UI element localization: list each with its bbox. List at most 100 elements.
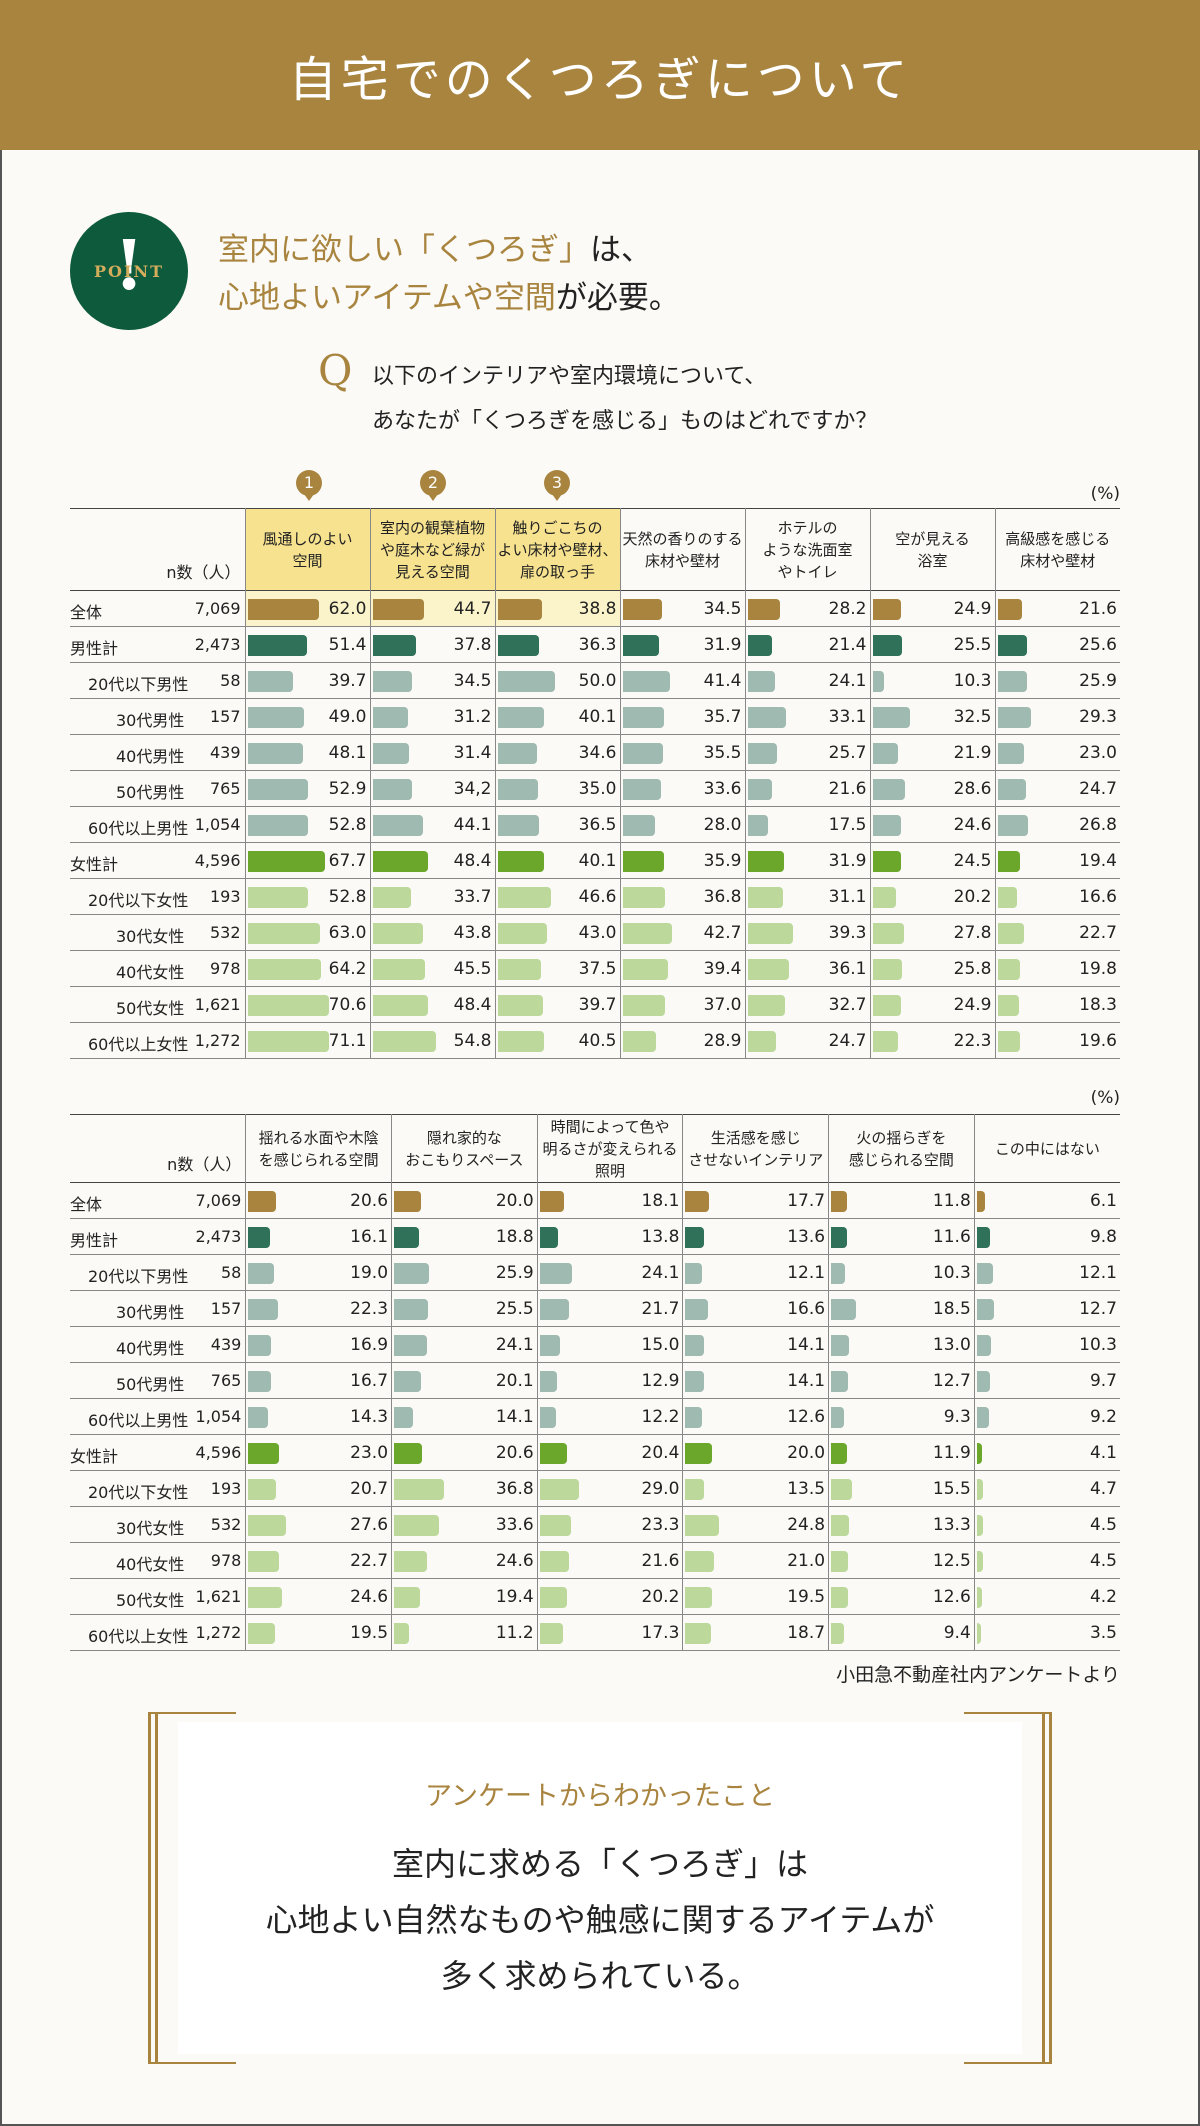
column-header: 風通しのよい 空間	[244, 508, 370, 591]
unit-label-1: (%)	[1090, 484, 1120, 504]
value-label: 48.4	[453, 851, 492, 871]
bar	[394, 1191, 422, 1212]
bar	[997, 923, 1024, 944]
column-header: ホテルの ような洗面室 やトイレ	[744, 508, 870, 591]
bar	[976, 1551, 983, 1572]
value-label: 28.0	[703, 815, 742, 835]
bar	[747, 959, 789, 980]
bar	[622, 995, 666, 1016]
value-label: 13.5	[787, 1479, 826, 1499]
value-cell: 9.3	[828, 1398, 975, 1435]
bar	[247, 959, 322, 980]
value-label: 23.3	[641, 1515, 680, 1535]
bar	[539, 1551, 569, 1572]
value-label: 16.9	[350, 1335, 389, 1355]
value-label: 25.5	[953, 635, 992, 655]
column-header-line: 感じられる空間	[848, 1150, 954, 1169]
row-n-value: 1,621	[195, 1587, 242, 1606]
bar	[622, 707, 664, 728]
row-label-cell: 40代女性 978	[70, 950, 245, 987]
row-label: 男性計	[70, 1231, 119, 1250]
row-n-value: 58	[220, 1263, 242, 1282]
bar	[394, 1479, 444, 1500]
value-label: 36.3	[578, 635, 617, 655]
row-label-cell: 30代男性 157	[70, 1290, 246, 1327]
table-row: 60代以上男性 1,054 52.8 44.1 36.5 28.0 17.5 24.6 26.8	[70, 806, 1120, 843]
question-text: 以下のインテリアや室内環境について、 あなたが「くつろぎを感じる」ものはどれです…	[372, 354, 877, 444]
bar	[685, 1371, 705, 1392]
value-label: 40.1	[578, 851, 617, 871]
value-label: 10.3	[953, 671, 992, 691]
row-n-value: 2,473	[195, 1227, 242, 1246]
bar	[394, 1587, 421, 1608]
column-header-line: 浴室	[917, 551, 948, 570]
bar	[372, 707, 409, 728]
value-cell: 50.0	[494, 662, 620, 699]
bar	[394, 1263, 429, 1284]
row-label: 男性計	[70, 639, 119, 658]
bar	[247, 779, 309, 800]
bar	[622, 887, 665, 908]
column-header-line: させないインテリア	[688, 1150, 824, 1169]
value-cell: 25.6	[994, 626, 1120, 663]
value-label: 52.8	[328, 887, 367, 907]
bar	[976, 1191, 985, 1212]
value-label: 24.1	[828, 671, 867, 691]
value-label: 9.4	[943, 1623, 971, 1643]
table-row: 40代男性 439 48.1 31.4 34.6 35.5 25.7 21.9 23.0	[70, 734, 1120, 771]
bar	[831, 1191, 847, 1212]
rank-badge-3: 3	[544, 470, 570, 501]
bar	[831, 1587, 849, 1608]
row-label-cell: 40代男性 439	[70, 1326, 246, 1363]
value-label: 62.0	[328, 599, 367, 619]
column-header-line: や庭木など緑が	[379, 540, 485, 559]
value-cell: 12.5	[828, 1542, 975, 1579]
value-cell: 16.1	[245, 1218, 392, 1255]
value-cell: 11.9	[828, 1434, 975, 1471]
value-label: 37.8	[453, 635, 492, 655]
bar	[394, 1443, 422, 1464]
value-label: 37.5	[578, 959, 617, 979]
value-label: 37.0	[703, 995, 742, 1015]
table-row: 20代以下女性 193 52.8 33.7 46.6 36.8 31.1 20.2 16.6	[70, 878, 1120, 915]
value-cell: 12.9	[536, 1362, 683, 1399]
bar	[247, 851, 326, 872]
bar	[372, 1031, 436, 1052]
value-label: 38.8	[578, 599, 617, 619]
frame-line	[964, 1712, 1052, 1714]
value-cell: 52.8	[244, 878, 370, 915]
value-cell: 34,2	[369, 770, 495, 807]
bar	[539, 1227, 559, 1248]
value-label: 9.7	[1089, 1371, 1117, 1391]
value-cell: 13.8	[536, 1218, 683, 1255]
row-n-value: 1,054	[194, 815, 241, 834]
value-cell: 37.0	[619, 986, 745, 1023]
value-cell: 16.6	[682, 1290, 829, 1327]
value-cell: 33.7	[369, 878, 495, 915]
row-label: 50代女性	[116, 1591, 185, 1610]
value-label: 35.5	[703, 743, 742, 763]
value-cell: 28.0	[619, 806, 745, 843]
value-label: 31.2	[453, 707, 492, 727]
value-cell: 9.2	[973, 1398, 1120, 1435]
value-label: 25.9	[1079, 671, 1117, 691]
column-header: 火の揺らぎを 感じられる空間	[828, 1114, 975, 1183]
value-cell: 18.5	[828, 1290, 975, 1327]
value-cell: 38.8	[494, 590, 620, 627]
bar	[394, 1407, 414, 1428]
bar	[872, 815, 901, 836]
row-label-cell: 50代男性 765	[70, 1362, 246, 1399]
row-label: 50代女性	[116, 999, 185, 1018]
value-label: 12.7	[1079, 1299, 1117, 1319]
bar	[831, 1479, 852, 1500]
value-cell: 18.1	[536, 1182, 683, 1219]
value-label: 36.5	[578, 815, 617, 835]
bar	[497, 959, 541, 980]
row-n-value: 4,596	[194, 851, 241, 870]
row-n-value: 193	[209, 887, 241, 906]
column-header-line: 天然の香りのする	[622, 529, 743, 548]
bar	[872, 887, 896, 908]
value-cell: 48.4	[369, 986, 495, 1023]
value-label: 3.5	[1089, 1623, 1117, 1643]
value-label: 36.8	[495, 1479, 534, 1499]
